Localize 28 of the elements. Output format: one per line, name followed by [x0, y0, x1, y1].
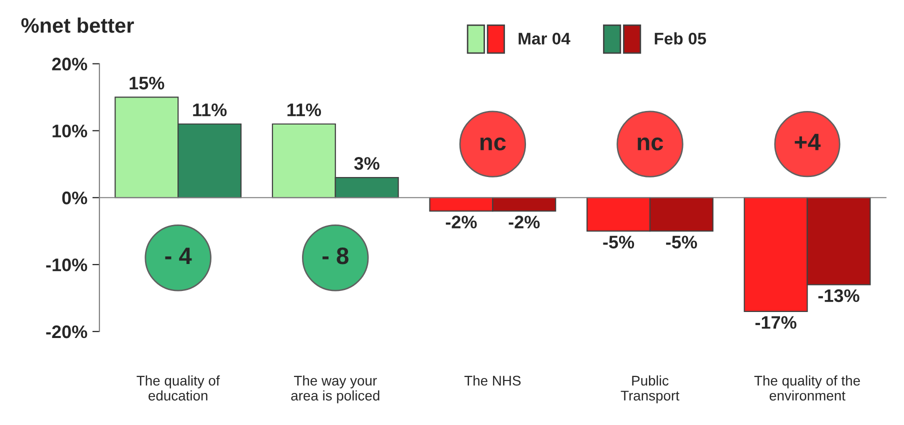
data-label: -13% — [818, 289, 860, 302]
x-tick-label: The quality of education — [136, 375, 220, 401]
y-axis-title: %net better — [21, 18, 134, 33]
data-label: 11% — [287, 104, 322, 116]
annotation: nc — [638, 137, 664, 150]
annotation: - 8 — [322, 247, 348, 264]
data-label: -2% — [446, 216, 477, 228]
x-tick-label: The NHS — [464, 375, 521, 386]
legend-label: Mar 04 — [518, 32, 570, 45]
x-tick-label: The quality of the environment — [754, 375, 860, 401]
y-tick-label: -20% — [46, 325, 88, 338]
data-label: 3% — [354, 157, 380, 170]
data-label: -5% — [603, 236, 634, 249]
x-tick-label: The way your area is policed — [291, 375, 380, 404]
y-tick-label: 10% — [52, 124, 88, 138]
x-tick-label: Public Transport — [620, 375, 680, 404]
annotation: +4 — [794, 134, 821, 150]
data-label: -17% — [755, 316, 796, 329]
data-label: -2% — [508, 216, 540, 228]
data-label: 15% — [130, 76, 164, 90]
y-tick-label: 20% — [52, 58, 88, 70]
annotation: - 4 — [165, 248, 192, 264]
data-label: -5% — [666, 236, 698, 249]
legend-label: Feb 05 — [654, 32, 706, 45]
y-tick-label: 0% — [62, 192, 88, 204]
data-label: 11% — [193, 104, 227, 116]
annotation: nc — [480, 137, 506, 150]
y-tick-label: -10% — [46, 258, 88, 272]
